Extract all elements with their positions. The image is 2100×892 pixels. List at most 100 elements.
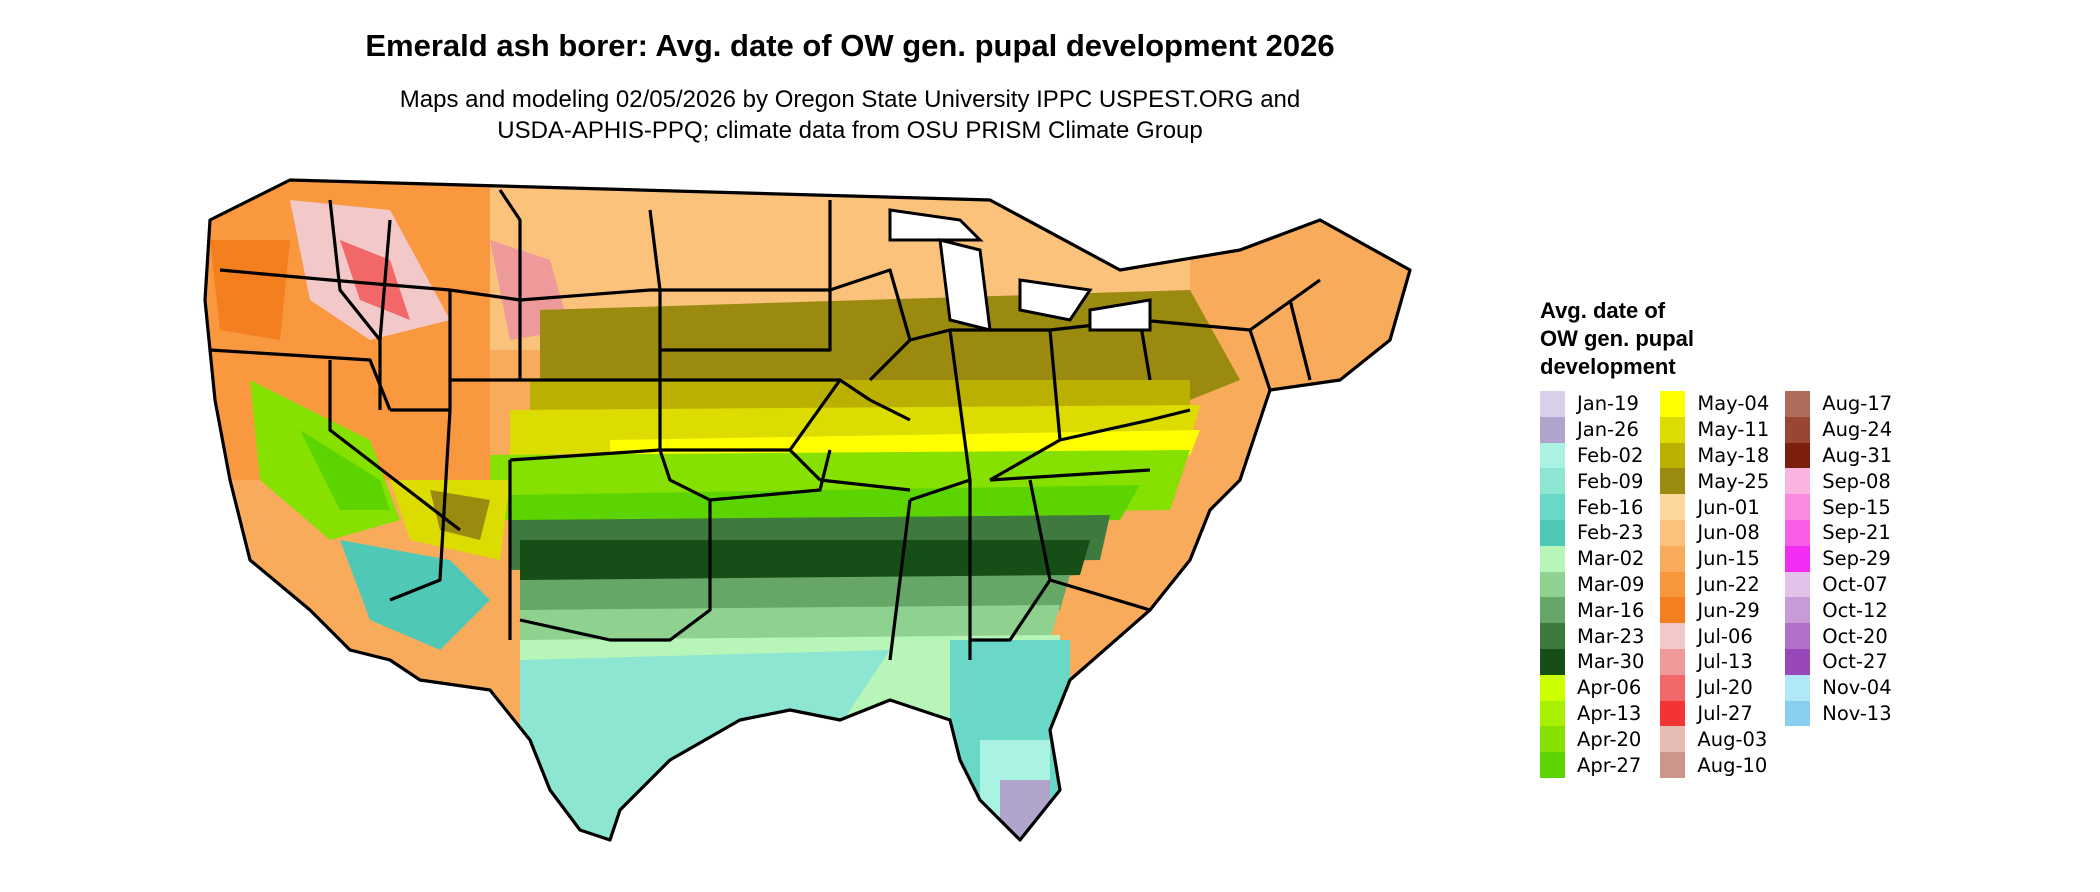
legend-item: Jun-01: [1660, 494, 1769, 520]
legend-item: Feb-16: [1540, 494, 1644, 520]
legend-label: Apr-27: [1577, 753, 1642, 777]
legend-column: May-04 May-11 May-18 May-25 Jun-01 Jun-08 Jun-…: [1660, 391, 1769, 778]
legend-swatch: [1660, 519, 1686, 546]
legend-swatch: [1540, 597, 1565, 624]
legend-item: Apr-13: [1540, 700, 1644, 727]
legend-swatch: [1660, 571, 1686, 598]
legend-label: Aug-17: [1822, 392, 1893, 416]
legend-swatch: [1540, 752, 1565, 778]
legend-label: Sep-15: [1822, 495, 1891, 519]
legend-swatch: [1540, 442, 1565, 469]
legend-item: Jul-27: [1660, 700, 1769, 727]
legend-label: Jan-26: [1577, 418, 1639, 442]
legend-swatch: [1540, 468, 1565, 495]
legend-column: Aug-17 Aug-24 Aug-31 Sep-08 Sep-15 Sep-21 Sep-…: [1785, 391, 1892, 778]
legend-label: Mar-23: [1577, 624, 1645, 648]
legend-item: Mar-02: [1540, 545, 1645, 572]
legend-item: Sep-15: [1785, 494, 1892, 520]
legend-label: Feb-02: [1577, 443, 1644, 467]
legend-label: Nov-13: [1822, 701, 1892, 725]
legend-swatch: [1785, 442, 1811, 469]
legend-columns: Jan-19 Jan-26 Feb-02 Feb-09 Feb-16 Feb-23 Mar-…: [1540, 391, 1908, 778]
legend-item: Oct-12: [1785, 597, 1892, 624]
legend-swatch: [1785, 545, 1811, 572]
legend-label: Oct-12: [1822, 598, 1888, 622]
legend-label: May-04: [1697, 392, 1770, 416]
legend-swatch: [1540, 494, 1565, 520]
legend-label: Mar-30: [1577, 650, 1645, 674]
legend-item: Jun-08: [1660, 519, 1769, 546]
legend-item: Jul-06: [1660, 623, 1769, 649]
legend-item: Feb-23: [1540, 519, 1644, 546]
legend-item: May-18: [1660, 442, 1769, 469]
legend-item: Oct-07: [1785, 571, 1892, 598]
legend-swatch: [1660, 416, 1686, 443]
legend-swatch: [1785, 519, 1811, 546]
great-lakes: [888, 208, 1152, 332]
legend-item: Jul-20: [1660, 674, 1769, 701]
legend-swatch: [1660, 700, 1686, 727]
legend-swatch: [1540, 623, 1565, 649]
legend-swatch: [1785, 391, 1811, 417]
legend-swatch: [1785, 700, 1811, 727]
state-boundaries: [203, 178, 1412, 842]
legend-swatch: [1540, 648, 1565, 675]
legend: Avg. date of OW gen. pupal development J…: [1540, 297, 1908, 778]
legend-label: Jul-27: [1697, 701, 1753, 725]
legend-label: Sep-21: [1822, 521, 1891, 545]
legend-item: Sep-29: [1785, 545, 1892, 572]
legend-item: Jul-13: [1660, 648, 1769, 675]
legend-item: Mar-16: [1540, 597, 1645, 624]
legend-label: Mar-09: [1577, 572, 1645, 596]
legend-item: Nov-13: [1785, 700, 1892, 727]
legend-item: Feb-02: [1540, 442, 1644, 469]
legend-item: Jan-26: [1540, 416, 1644, 443]
legend-label: Jun-22: [1697, 572, 1760, 596]
legend-label: Jul-20: [1697, 676, 1753, 700]
legend-label: Nov-04: [1822, 676, 1892, 700]
legend-item: Jan-19: [1540, 391, 1644, 417]
legend-title: Avg. date of OW gen. pupal development: [1540, 298, 1694, 379]
legend-swatch: [1660, 597, 1686, 624]
legend-label: Jun-29: [1697, 598, 1760, 622]
legend-item: Oct-20: [1785, 623, 1892, 649]
legend-swatch: [1660, 752, 1686, 778]
map-title: Emerald ash borer: Avg. date of OW gen. …: [365, 28, 1335, 63]
legend-swatch: [1540, 700, 1565, 727]
legend-item: Apr-06: [1540, 674, 1644, 701]
legend-swatch: [1660, 648, 1686, 675]
legend-label: Jun-01: [1697, 495, 1760, 519]
legend-label: Feb-09: [1577, 469, 1644, 493]
legend-item: Sep-08: [1785, 468, 1892, 495]
legend-swatch: [1785, 674, 1811, 701]
legend-item: Apr-27: [1540, 752, 1644, 778]
legend-label: Jul-06: [1697, 624, 1753, 648]
legend-swatch: [1540, 416, 1565, 443]
us-map-svg: [203, 178, 1412, 842]
legend-column: Jan-19 Jan-26 Feb-02 Feb-09 Feb-16 Feb-23 Mar-…: [1540, 391, 1644, 778]
legend-swatch: [1660, 726, 1686, 753]
legend-swatch: [1540, 571, 1565, 598]
legend-swatch: [1540, 519, 1565, 546]
legend-label: Jun-08: [1697, 521, 1760, 545]
legend-item: Sep-21: [1785, 519, 1892, 546]
legend-swatch: [1660, 468, 1686, 495]
legend-swatch: [1785, 416, 1811, 443]
legend-label: Sep-29: [1822, 547, 1891, 571]
legend-label: Aug-03: [1697, 727, 1768, 751]
legend-label: Mar-02: [1577, 547, 1645, 571]
legend-swatch: [1660, 545, 1686, 572]
legend-label: Jul-13: [1697, 650, 1753, 674]
legend-swatch: [1785, 597, 1811, 624]
legend-swatch: [1785, 623, 1811, 649]
legend-label: Oct-07: [1822, 572, 1888, 596]
legend-label: Oct-27: [1822, 650, 1888, 674]
legend-label: Sep-08: [1822, 469, 1891, 493]
legend-item: May-11: [1660, 416, 1769, 443]
legend-swatch: [1660, 674, 1686, 701]
legend-item: May-04: [1660, 391, 1769, 417]
legend-item: Mar-09: [1540, 571, 1645, 598]
legend-item: Aug-24: [1785, 416, 1892, 443]
legend-label: Mar-16: [1577, 598, 1645, 622]
legend-label: Jun-15: [1697, 547, 1760, 571]
